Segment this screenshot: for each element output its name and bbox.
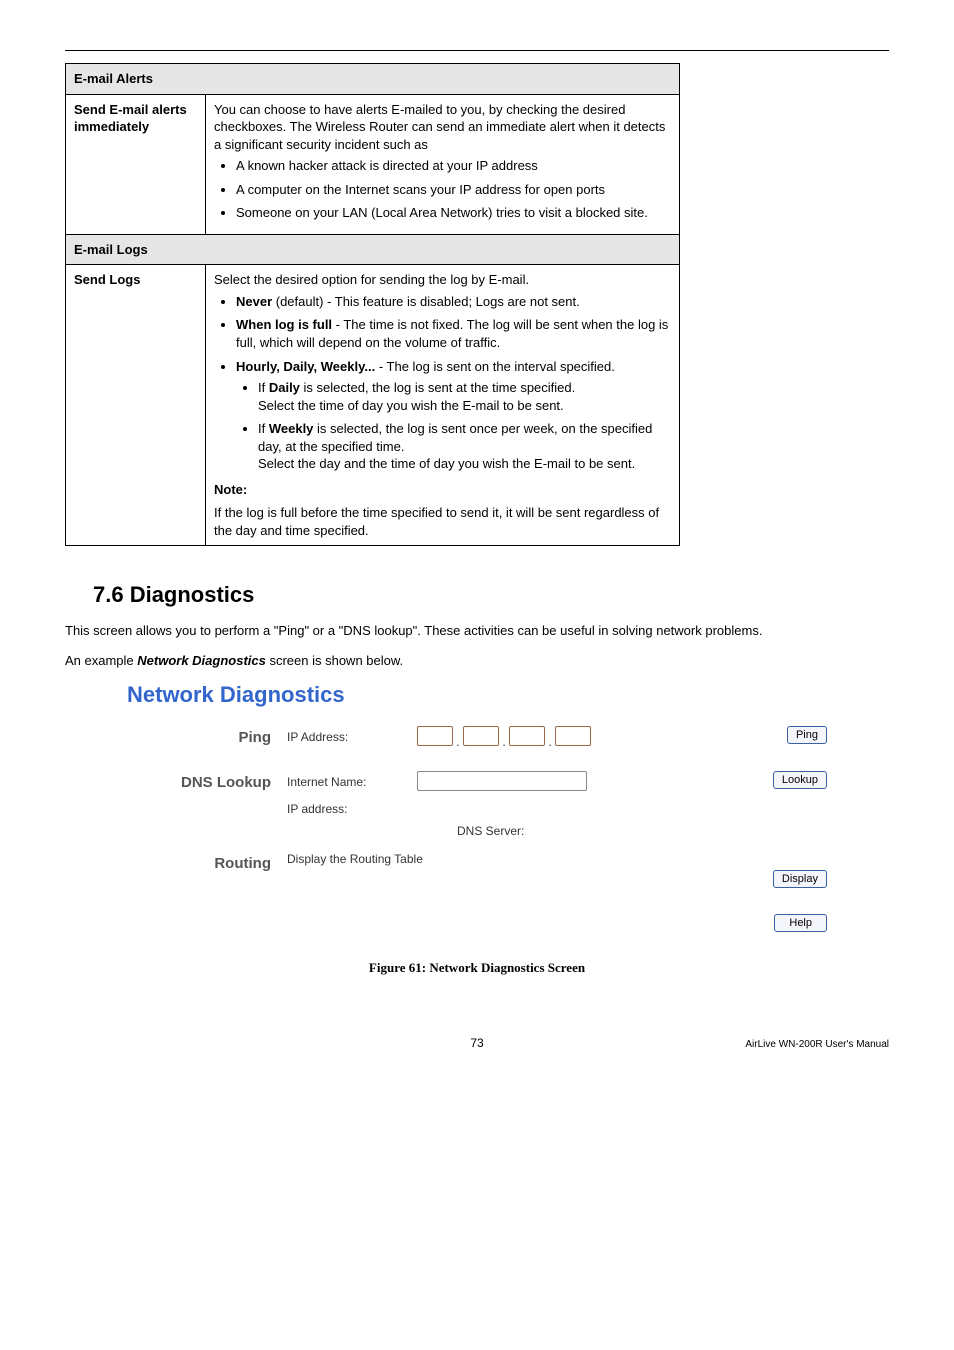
row-content-alerts: You can choose to have alerts E-mailed t…: [206, 94, 680, 234]
opt-never-desc: (default) - This feature is disabled; Lo…: [272, 294, 580, 309]
network-diagnostics-panel: Network Diagnostics Ping IP Address: . .…: [127, 682, 827, 932]
ip-octet-input[interactable]: [555, 726, 591, 746]
alerts-bullet: A computer on the Internet scans your IP…: [236, 181, 671, 199]
sendlogs-bullet: Never (default) - This feature is disabl…: [236, 293, 671, 311]
ip-octet-input[interactable]: [417, 726, 453, 746]
dns-section-label: DNS Lookup: [127, 771, 287, 791]
p2-bold: Network Diagnostics: [137, 653, 266, 668]
note-label: Note:: [214, 481, 671, 499]
diagnostics-p2: An example Network Diagnostics screen is…: [65, 652, 889, 670]
weekly-line2: Select the day and the time of day you w…: [258, 456, 635, 471]
alerts-intro: You can choose to have alerts E-mailed t…: [214, 101, 671, 154]
ping-button[interactable]: Ping: [787, 726, 827, 744]
page-number: 73: [265, 1036, 689, 1050]
ip-address-label: IP Address:: [287, 730, 417, 744]
section-header-logs: E-mail Logs: [66, 234, 680, 265]
ping-row: Ping IP Address: . . . Ping: [127, 726, 827, 757]
weekly-bold: Weekly: [269, 421, 314, 436]
internet-name-label: Internet Name:: [287, 775, 417, 789]
ip-address-result-label: IP address:: [287, 802, 417, 816]
opt-interval: Hourly, Daily, Weekly...: [236, 359, 375, 374]
sendlogs-sub-bullet: If Weekly is selected, the log is sent o…: [258, 420, 671, 473]
sendlogs-intro: Select the desired option for sending th…: [214, 271, 671, 289]
diag-title: Network Diagnostics: [127, 682, 827, 708]
top-rule: [65, 50, 889, 51]
footer-manual-title: AirLive WN-200R User's Manual: [689, 1039, 889, 1050]
p2-post: screen is shown below.: [266, 653, 403, 668]
help-button[interactable]: Help: [774, 914, 827, 932]
ping-section-label: Ping: [127, 726, 287, 746]
figure-caption: Figure 61: Network Diagnostics Screen: [65, 960, 889, 976]
section-header-alerts: E-mail Alerts: [66, 64, 680, 95]
email-settings-table: E-mail Alerts Send E-mail alerts immedia…: [65, 63, 680, 546]
weekly-pre: If: [258, 421, 269, 436]
daily-line2: Select the time of day you wish the E-ma…: [258, 398, 564, 413]
sendlogs-bullet: When log is full - The time is not fixed…: [236, 316, 671, 351]
opt-interval-desc: - The log is sent on the interval specif…: [375, 359, 615, 374]
sendlogs-bullet: Hourly, Daily, Weekly... - The log is se…: [236, 358, 671, 473]
weekly-post: is selected, the log is sent once per we…: [258, 421, 652, 454]
dns-lookup-row: DNS Lookup Internet Name: IP address: DN…: [127, 771, 827, 838]
internet-name-input[interactable]: [417, 771, 587, 791]
diagnostics-p1: This screen allows you to perform a "Pin…: [65, 622, 889, 640]
page-footer: 73 AirLive WN-200R User's Manual: [65, 1036, 889, 1050]
daily-pre: If: [258, 380, 269, 395]
daily-post: is selected, the log is sent at the time…: [300, 380, 575, 395]
routing-row: Routing Display the Routing Table Displa…: [127, 852, 827, 932]
diagnostics-heading: 7.6 Diagnostics: [93, 582, 889, 608]
row-label-alerts: Send E-mail alerts immediately: [66, 94, 206, 234]
sendlogs-sub-bullet: If Daily is selected, the log is sent at…: [258, 379, 671, 414]
display-button[interactable]: Display: [773, 870, 827, 888]
row-content-sendlogs: Select the desired option for sending th…: [206, 265, 680, 546]
alerts-bullet: Someone on your LAN (Local Area Network)…: [236, 204, 671, 222]
ip-input-group: . . .: [417, 726, 737, 749]
ip-octet-input[interactable]: [463, 726, 499, 746]
opt-whenfull: When log is full: [236, 317, 332, 332]
ip-octet-input[interactable]: [509, 726, 545, 746]
lookup-button[interactable]: Lookup: [773, 771, 827, 789]
routing-text: Display the Routing Table: [287, 852, 423, 866]
opt-never: Never: [236, 294, 272, 309]
routing-section-label: Routing: [127, 852, 287, 872]
daily-bold: Daily: [269, 380, 300, 395]
alerts-bullet: A known hacker attack is directed at you…: [236, 157, 671, 175]
dns-server-label: DNS Server:: [417, 824, 737, 838]
row-label-sendlogs: Send Logs: [66, 265, 206, 546]
p2-pre: An example: [65, 653, 137, 668]
note-text: If the log is full before the time speci…: [214, 504, 671, 539]
